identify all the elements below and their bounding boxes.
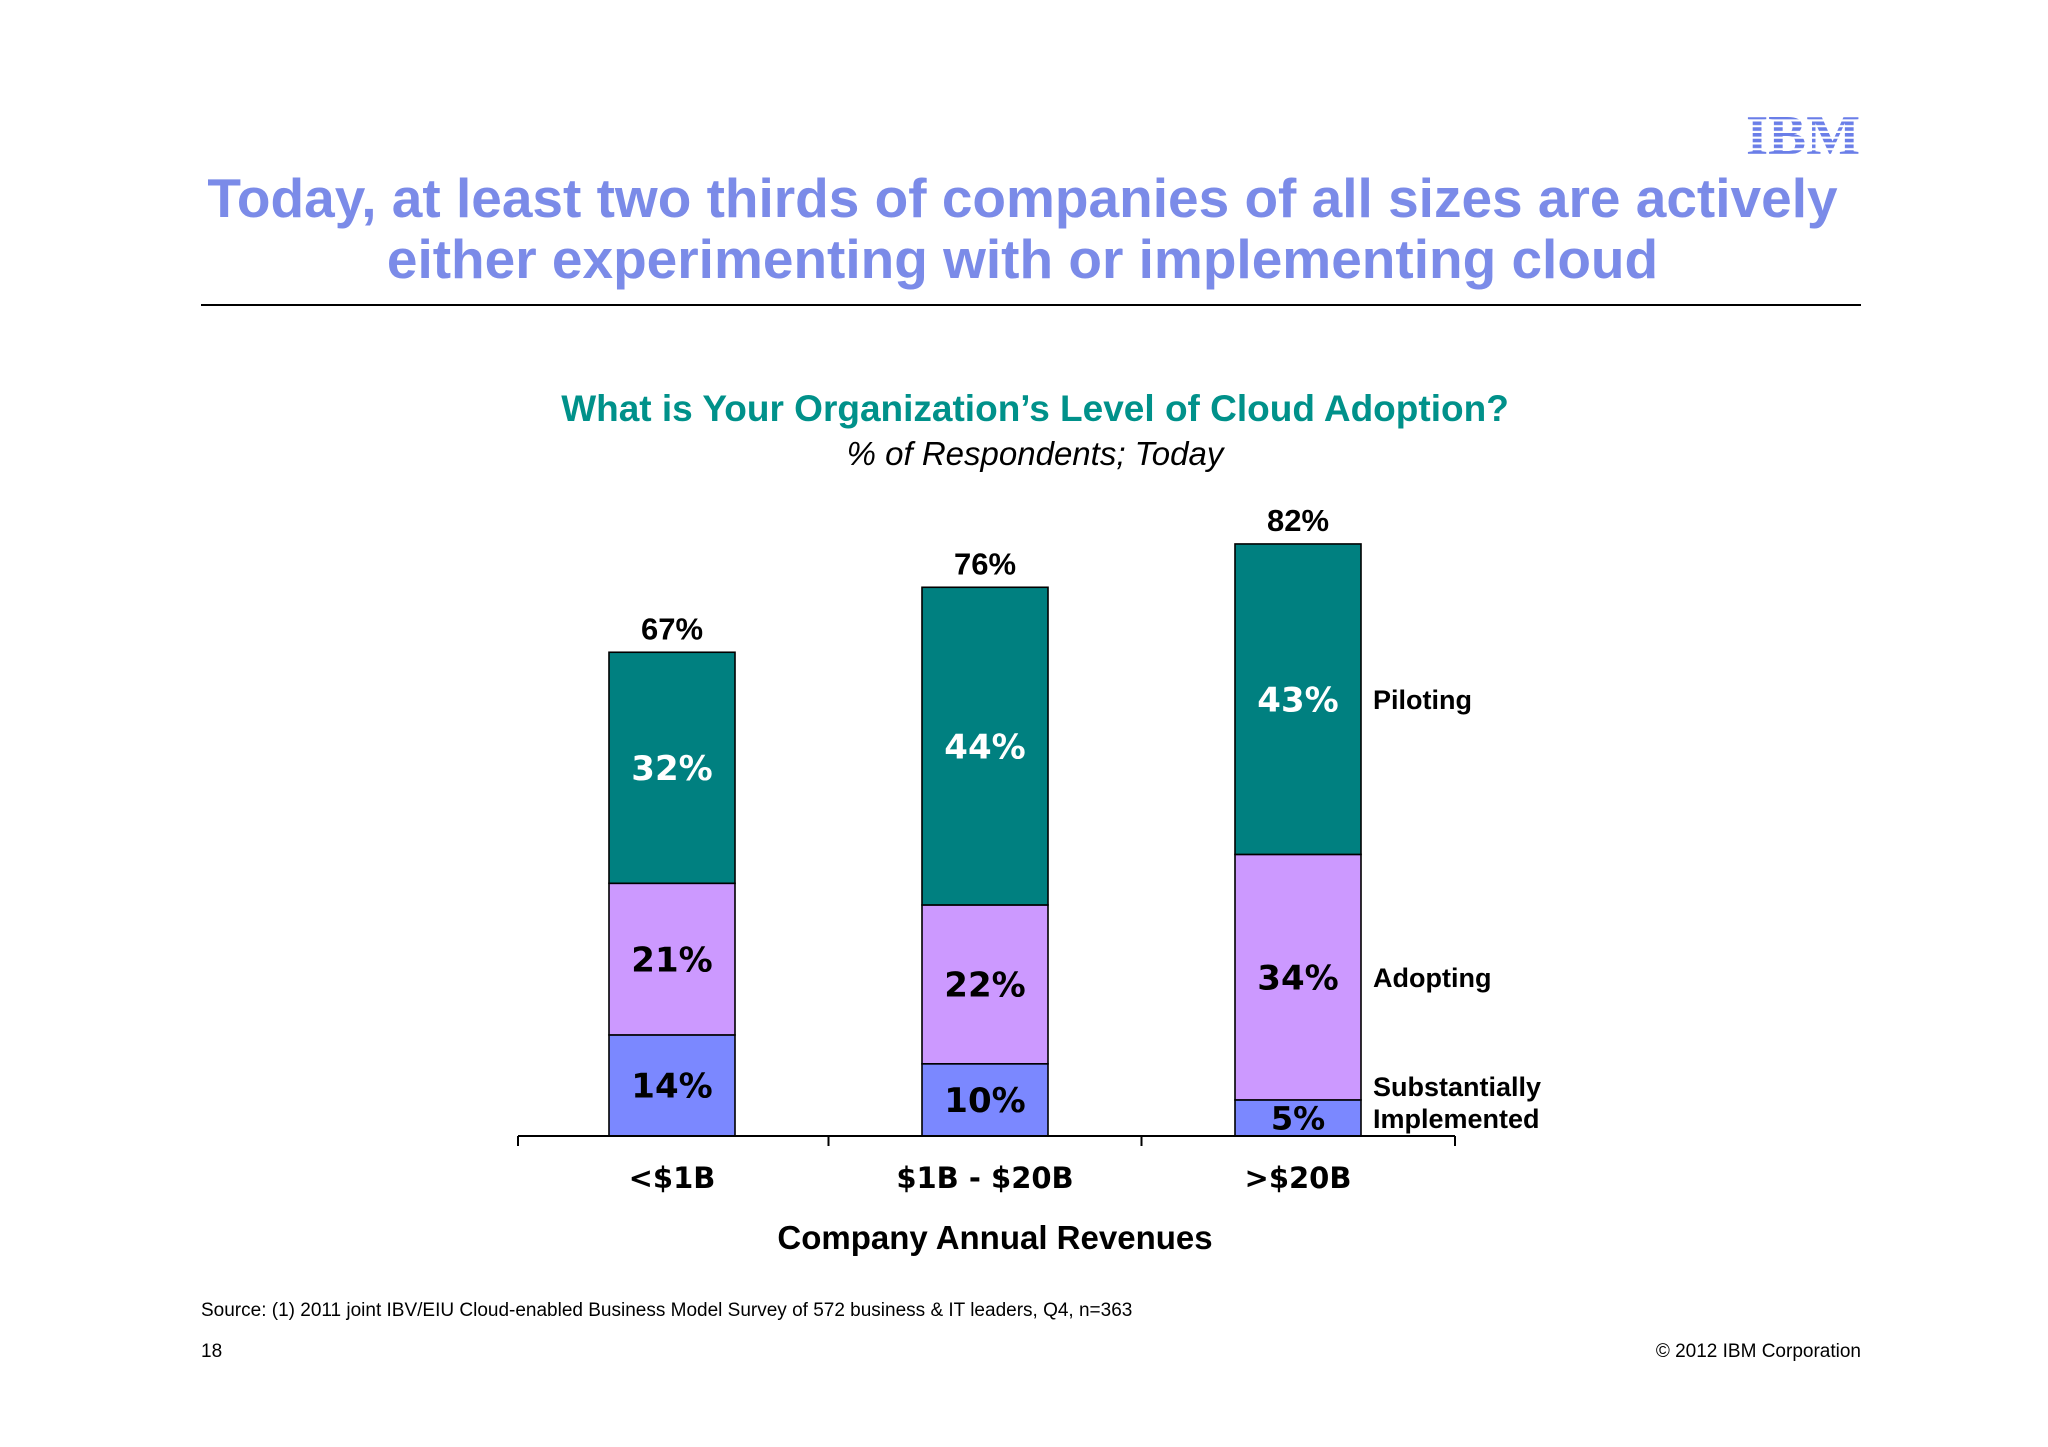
chart-title: What is Your Organization’s Level of Clo… bbox=[561, 388, 1509, 429]
slide-title-line-2: either experimenting with or implementin… bbox=[386, 228, 1659, 290]
segment-value-label: 14% bbox=[631, 1067, 712, 1107]
bars-group: 14% 21% 32% 67% 10% 22% 44% 76% 5% 34% 43% 82% bbox=[608, 503, 1362, 1137]
bar-total-label: 76% bbox=[954, 546, 1016, 581]
segment-value-label: 21% bbox=[631, 940, 712, 980]
legend-label-1: Implemented bbox=[1373, 1104, 1540, 1134]
copyright: © 2012 IBM Corporation bbox=[1655, 1341, 1861, 1362]
slide-title-line-1: Today, at least two thirds of companies … bbox=[207, 167, 1838, 229]
segment-value-label: 34% bbox=[1257, 958, 1338, 998]
x-tick-label: $1B - $20B bbox=[896, 1161, 1073, 1195]
legend-label-3: Piloting bbox=[1373, 685, 1472, 715]
legend-label-2: Adopting bbox=[1373, 963, 1491, 993]
x-tick-label: >$20B bbox=[1245, 1161, 1352, 1195]
legend-label-1: Substantially bbox=[1373, 1072, 1541, 1102]
segment-value-label: 44% bbox=[944, 727, 1025, 767]
slide-title: Today, at least two thirds of companies … bbox=[200, 168, 1845, 290]
segment-value-label: 32% bbox=[631, 749, 712, 789]
segment-value-label: 43% bbox=[1257, 680, 1338, 720]
page-number: 18 bbox=[201, 1341, 223, 1362]
bar-segment-3-1 bbox=[608, 651, 736, 885]
bar-segment-2-3 bbox=[1234, 853, 1362, 1101]
segment-value-label: 22% bbox=[944, 966, 1025, 1006]
x-axis-title: Company Annual Revenues bbox=[777, 1219, 1212, 1256]
bar-total-label: 82% bbox=[1267, 503, 1329, 538]
title-divider bbox=[201, 304, 1861, 306]
x-tick-label: <$1B bbox=[629, 1161, 716, 1195]
bar-segment-3-2 bbox=[921, 586, 1049, 906]
segment-value-label: 5% bbox=[1271, 1099, 1325, 1137]
bar-total-label: 67% bbox=[641, 611, 703, 646]
segment-value-label: 10% bbox=[944, 1081, 1025, 1121]
source-note: Source: (1) 2011 joint IBV/EIU Cloud-ena… bbox=[201, 1300, 1133, 1321]
ibm-logo: IBM bbox=[1746, 110, 1860, 156]
chart-subtitle: % of Respondents; Today bbox=[847, 435, 1226, 472]
bar-segment-3-3 bbox=[1234, 543, 1362, 856]
bar-segment-1-3 bbox=[1234, 1099, 1362, 1137]
x-axis: <$1B $1B - $20B >$20B bbox=[517, 1135, 1456, 1195]
svg-text:IBM: IBM bbox=[1746, 110, 1860, 156]
